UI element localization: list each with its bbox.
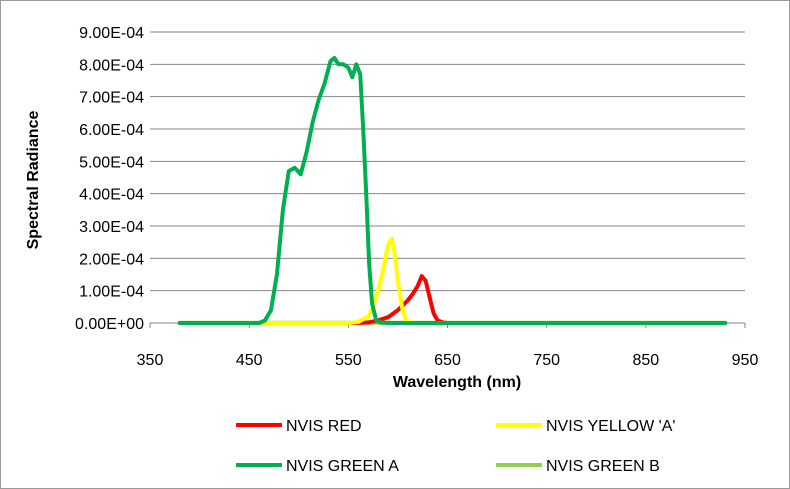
y-tick-label: 5.00E-04 — [79, 154, 144, 171]
y-tick-label: 7.00E-04 — [79, 90, 144, 107]
x-tick-label: 650 — [434, 352, 461, 369]
x-tick-label: 750 — [533, 352, 560, 369]
y-tick-label: 1.00E-04 — [79, 284, 144, 301]
y-tick-label: 8.00E-04 — [79, 57, 144, 74]
y-tick-label: 4.00E-04 — [79, 187, 144, 204]
x-tick-label: 350 — [137, 352, 164, 369]
x-tick-label: 950 — [732, 352, 759, 369]
gridlines — [150, 31, 745, 292]
series-line-nvis-yellow-a — [177, 236, 728, 325]
series-line-nvis-green-a — [177, 55, 728, 325]
legend-label-nvis-green-a: NVIS GREEN A — [286, 458, 399, 475]
legend-label-nvis-red: NVIS RED — [286, 418, 362, 435]
series-line-nvis-red — [177, 274, 728, 325]
legend-label-nvis-yellow-a: NVIS YELLOW 'A' — [546, 418, 675, 435]
x-axis-title: Wavelength (nm) — [393, 374, 521, 391]
x-tick-label: 550 — [335, 352, 362, 369]
y-tick-label: 0.00E+00 — [75, 316, 144, 333]
y-tick-label: 6.00E-04 — [79, 122, 144, 139]
x-tick-label: 450 — [236, 352, 263, 369]
legend-label-nvis-green-b: NVIS GREEN B — [546, 458, 660, 475]
y-axis-title: Spectral Radiance — [25, 111, 42, 250]
series-lines — [177, 55, 728, 325]
y-tick-label: 2.00E-04 — [79, 251, 144, 268]
tick-labels: 0.00E+00 1.00E-04 2.00E-04 3.00E-04 4.00E-04… — [75, 25, 758, 369]
legend: NVIS RED NVIS YELLOW 'A' NVIS GREEN A NVIS … — [236, 418, 675, 475]
y-tick-label: 3.00E-04 — [79, 219, 144, 236]
x-tick-label: 850 — [632, 352, 659, 369]
y-tick-label: 9.00E-04 — [79, 25, 144, 42]
